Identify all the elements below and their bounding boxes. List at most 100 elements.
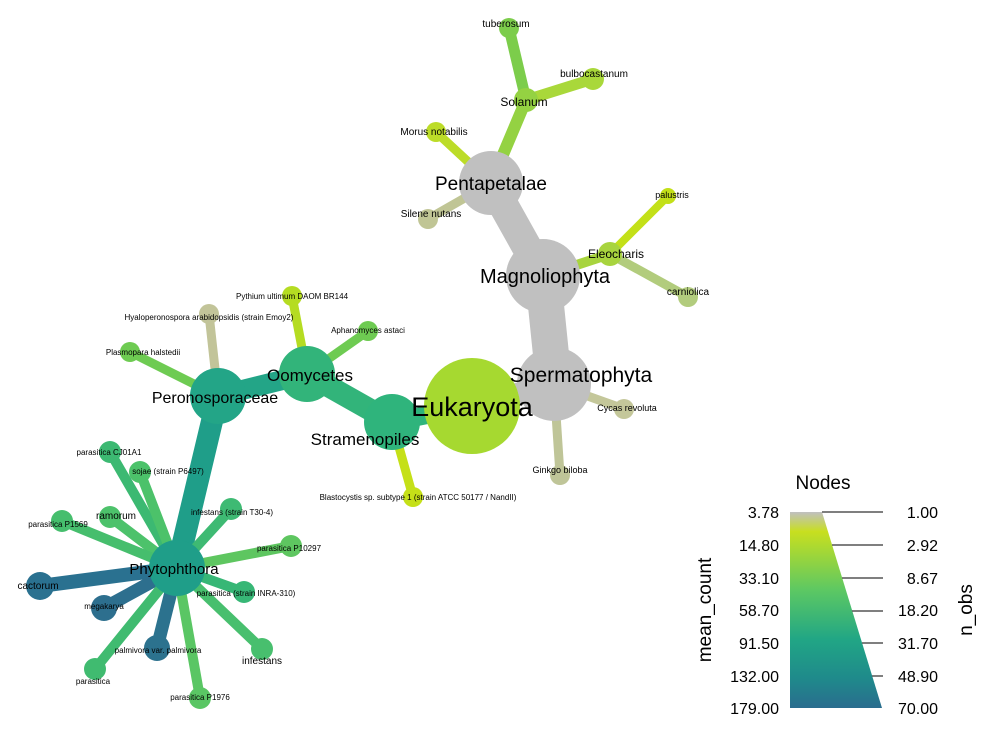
label-p-p10297: parasitica P10297 [257,544,322,553]
legend-right-tick: 18.20 [898,603,938,620]
label-hyaloperonospora: Hyaloperonospora arabidopsidis (strain E… [125,313,294,322]
legend-left-tick: 58.70 [739,603,779,620]
legend-right-tick: 70.00 [898,701,938,718]
node-peronosporaceae[interactable] [190,368,246,424]
label-p-cj01a1: parasitica CJ01A1 [77,448,142,457]
label-pythium: Pythium ultimum DAOM BR144 [236,292,349,301]
label-carniolica: carniolica [667,287,710,298]
nodes [26,18,698,709]
label-p-ramorum: ramorum [96,511,136,522]
edge-peronosporaceae-phytophthora [166,385,229,579]
edges [33,22,693,703]
label-peronosporaceae: Peronosporaceae [152,390,278,407]
node-p-palmivora[interactable] [144,635,170,661]
node-eleocharis[interactable] [598,242,622,266]
legend: Nodes 3.78 14.80 33.10 58.70 91.50 132.0… [695,473,977,718]
legend-right-axis-label: n_obs [956,584,977,636]
node-silene[interactable] [418,209,438,229]
node-p-cactorum[interactable] [26,572,54,600]
label-p-cactorum: cactorum [17,581,58,592]
label-p-p1569: parasitica P1569 [28,520,88,529]
node-p-infestans[interactable] [251,638,273,660]
legend-right-ticks: 1.00 2.92 8.67 18.20 31.70 48.90 70.00 [898,505,938,718]
node-stramenopiles[interactable] [364,394,420,450]
label-p-p1976: parasitica P1976 [170,693,230,702]
label-bulbocastanum: bulbocastanum [560,69,628,80]
labels: Eukaryota Spermatophyta Magnoliophyta Pe… [17,19,709,702]
legend-left-tick: 91.50 [739,636,779,653]
label-plasmopara: Plasmopara halstedii [106,348,180,357]
node-spermatophyta[interactable] [517,347,591,421]
node-phytophthora[interactable] [149,540,205,596]
node-p-p1569[interactable] [51,510,73,532]
label-oomycetes: Oomycetes [267,366,353,385]
legend-left-axis-label: mean_count [695,557,716,662]
node-ginkgo[interactable] [550,465,570,485]
node-oomycetes[interactable] [279,346,335,402]
edge-solanum-tuberosum [503,22,532,106]
node-p-inra310[interactable] [233,581,255,603]
label-p-palmivora: palmivora var. palmivora [115,646,202,655]
node-hyaloperonospora[interactable] [199,304,219,324]
node-p-megakarya[interactable] [91,595,117,621]
label-blastocystis: Blastocystis sp. subtype 1 (strain ATCC … [320,493,517,502]
label-p-megakarya: megakarya [84,602,124,611]
edge-eleocharis-carniolica [605,249,693,302]
node-morus[interactable] [426,122,446,142]
node-palustris[interactable] [660,188,676,204]
label-solanum: Solanum [500,95,547,109]
legend-left-tick: 3.78 [748,505,779,522]
legend-title: Nodes [796,473,851,494]
legend-left-tick: 179.00 [730,701,779,718]
label-tuberosum: tuberosum [482,19,529,30]
node-p-p10297[interactable] [280,535,302,557]
node-p-cj01a1[interactable] [99,441,121,463]
label-p-infestans-t30: infestans (strain T30-4) [191,508,273,517]
label-eleocharis: Eleocharis [588,247,644,261]
label-p-sojae: sojae (strain P6497) [132,467,204,476]
label-phytophthora: Phytophthora [129,561,219,578]
node-blastocystis[interactable] [403,487,423,507]
edge-eleocharis-palustris [606,192,672,258]
label-ginkgo: Ginkgo biloba [532,465,587,475]
legend-right-lines [822,511,883,677]
node-tuberosum[interactable] [499,18,519,38]
node-plasmopara[interactable] [120,342,140,362]
label-magnoliophyta: Magnoliophyta [480,266,611,288]
node-magnoliophyta[interactable] [506,239,580,313]
node-p-parasitica[interactable] [84,658,106,680]
node-carniolica[interactable] [678,287,698,307]
label-silene: Silene nutans [401,209,462,220]
node-bulbocastanum[interactable] [582,68,604,90]
label-p-infestans: infestans [242,656,282,667]
node-solanum[interactable] [514,88,538,112]
legend-left-tick: 132.00 [730,669,779,686]
node-pythium[interactable] [282,286,302,306]
label-p-inra310: parasitica (strain INRA-310) [197,589,296,598]
node-p-sojae[interactable] [129,461,151,483]
legend-right-tick: 1.00 [907,505,938,522]
legend-left-tick: 14.80 [739,538,779,555]
node-cycas[interactable] [614,399,634,419]
label-p-parasitica: parasitica [76,677,111,686]
label-aphanomyces: Aphanomyces astaci [331,326,405,335]
legend-right-tick: 2.92 [907,538,938,555]
legend-left-tick: 33.10 [739,571,779,588]
node-p-infestans-t30[interactable] [220,498,242,520]
label-palustris: palustris [655,190,689,200]
legend-right-tick: 31.70 [898,636,938,653]
node-pentapetalae[interactable] [459,151,523,215]
label-eukaryota: Eukaryota [411,392,534,422]
node-p-ramorum[interactable] [99,506,121,528]
legend-wedge [790,512,882,708]
legend-right-tick: 48.90 [898,669,938,686]
legend-right-tick: 8.67 [907,571,938,588]
legend-left-ticks: 3.78 14.80 33.10 58.70 91.50 132.00 179.… [730,505,779,718]
node-p-p1976[interactable] [189,687,211,709]
label-stramenopiles: Stramenopiles [311,430,420,449]
node-eukaryota[interactable] [424,358,520,454]
node-aphanomyces[interactable] [358,321,378,341]
label-spermatophyta: Spermatophyta [510,364,653,387]
